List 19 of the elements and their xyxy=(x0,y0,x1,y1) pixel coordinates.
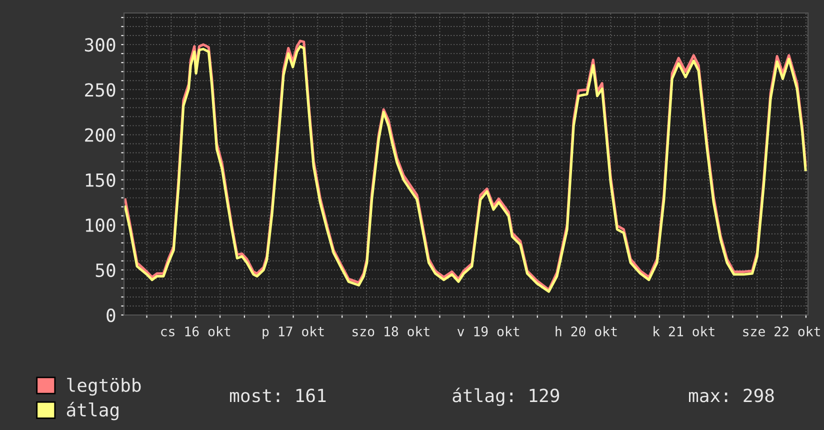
legend-label: legtöbb xyxy=(67,378,141,396)
x-tick-label: cs 16 okt xyxy=(161,326,230,336)
text: max: 298 xyxy=(689,388,774,402)
text: most: 161 xyxy=(230,388,326,402)
text: átlag: 129 xyxy=(452,388,560,406)
x-tick-label: p 17 okt xyxy=(262,326,324,339)
x-tick-label: szo 18 okt xyxy=(352,326,430,336)
y-tick-label: 300 xyxy=(84,38,116,52)
y-tick-label: 150 xyxy=(86,173,116,187)
y-tick-label: 100 xyxy=(86,218,116,232)
y-tick-label: 0 xyxy=(106,308,116,322)
x-tick-label: k 21 okt xyxy=(654,326,714,336)
x-tick-label: h 20 okt xyxy=(556,326,617,336)
y-tick-label: 50 xyxy=(96,263,116,278)
y-tick-label: 250 xyxy=(85,83,116,97)
x-tick-label: v 19 okt xyxy=(457,326,520,336)
x-tick-label: sze 22 okt xyxy=(743,326,820,336)
y-tick-label: 200 xyxy=(85,128,116,142)
legend-label: átlag xyxy=(66,402,118,420)
